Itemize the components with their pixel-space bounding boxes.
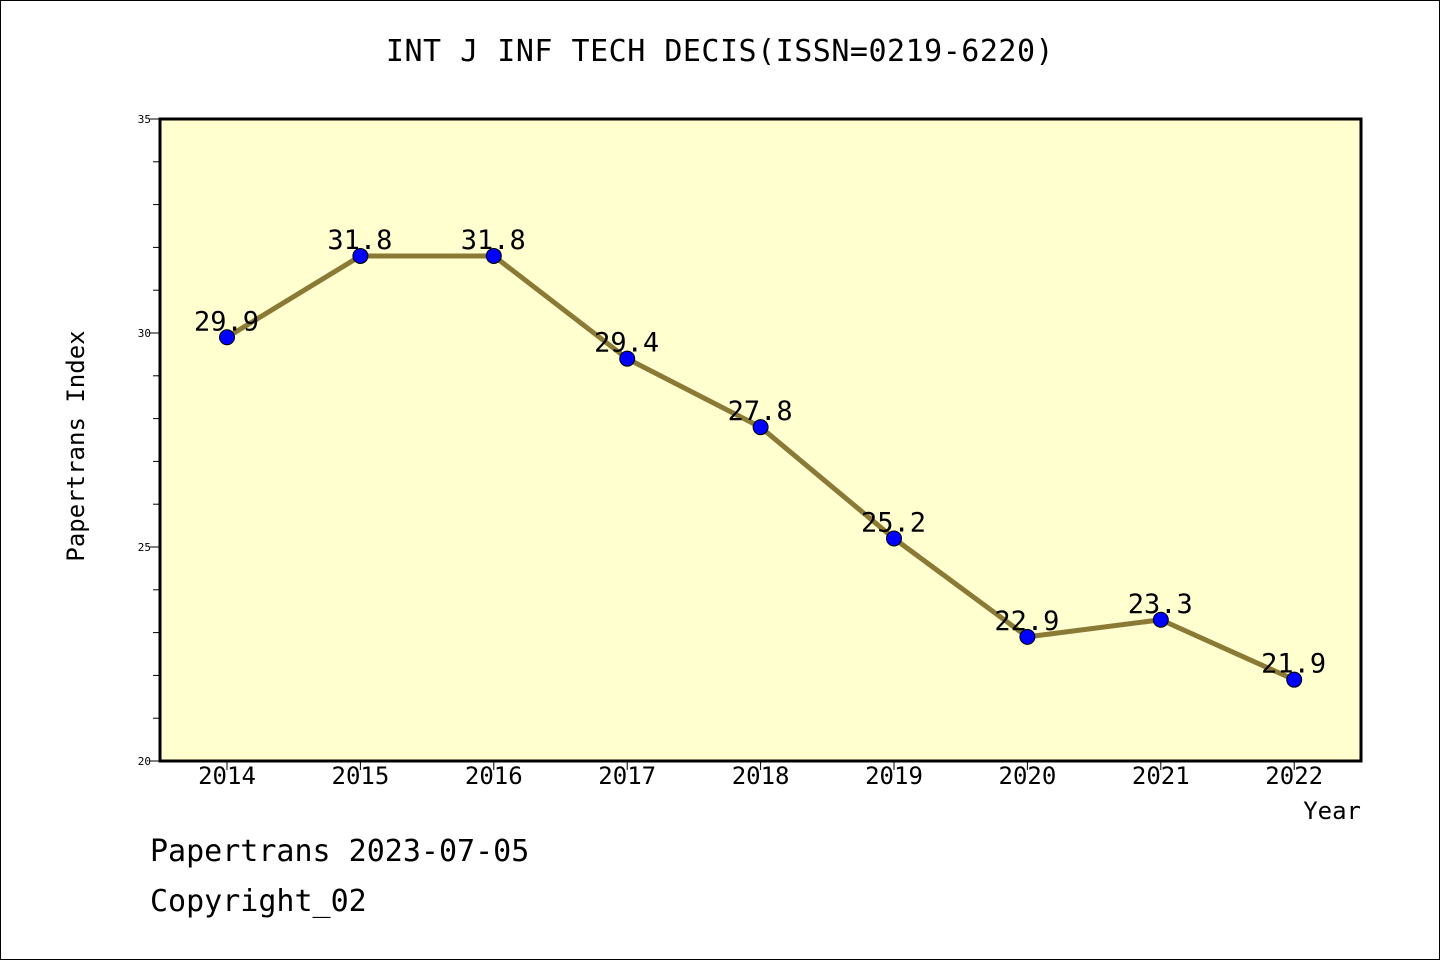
y-tick-label: 30 [138, 327, 151, 340]
data-point [752, 419, 769, 436]
x-tick-label: 2016 [465, 762, 523, 790]
data-point [886, 530, 902, 547]
data-point [1286, 671, 1303, 688]
data-label: 27.8 [728, 396, 793, 427]
data-label: 23.3 [1128, 589, 1193, 620]
plot-border [158, 117, 1363, 763]
data-label: 29.4 [594, 328, 659, 359]
y-tick-label: 35 [138, 113, 151, 126]
x-tick-label: 2019 [865, 762, 923, 790]
footer-copyright: Copyright_02 [150, 884, 367, 919]
x-tick-label: 2022 [1265, 762, 1323, 790]
x-axis-label: Year [1303, 797, 1361, 825]
data-point [619, 350, 636, 367]
x-tick-label: 2020 [999, 762, 1057, 790]
x-tick-label: 2015 [332, 762, 390, 790]
y-tick-label: 25 [138, 541, 151, 554]
data-label: 31.8 [327, 225, 392, 256]
data-point [219, 329, 235, 346]
y-axis-label: Papertrans Index [62, 330, 90, 561]
y-tick-label: 20 [138, 755, 151, 768]
footer-date: Papertrans 2023-07-05 [150, 834, 530, 869]
data-point [352, 247, 369, 264]
x-tick-label: 2018 [732, 762, 790, 790]
chart-title: INT J INF TECH DECIS(ISSN=0219-6220) [385, 34, 1055, 69]
data-label: 21.9 [1261, 649, 1326, 680]
data-label: 31.8 [461, 225, 526, 256]
data-point [485, 247, 502, 264]
data-label: 22.9 [994, 606, 1059, 637]
plot-area [160, 119, 1361, 761]
x-tick-label: 2021 [1132, 762, 1190, 790]
x-tick-label: 2017 [598, 762, 656, 790]
x-tick-label: 2014 [198, 762, 256, 790]
data-point [1019, 628, 1036, 645]
data-label: 25.2 [861, 507, 926, 538]
data-point [1152, 611, 1169, 628]
data-label: 29.9 [194, 306, 259, 337]
